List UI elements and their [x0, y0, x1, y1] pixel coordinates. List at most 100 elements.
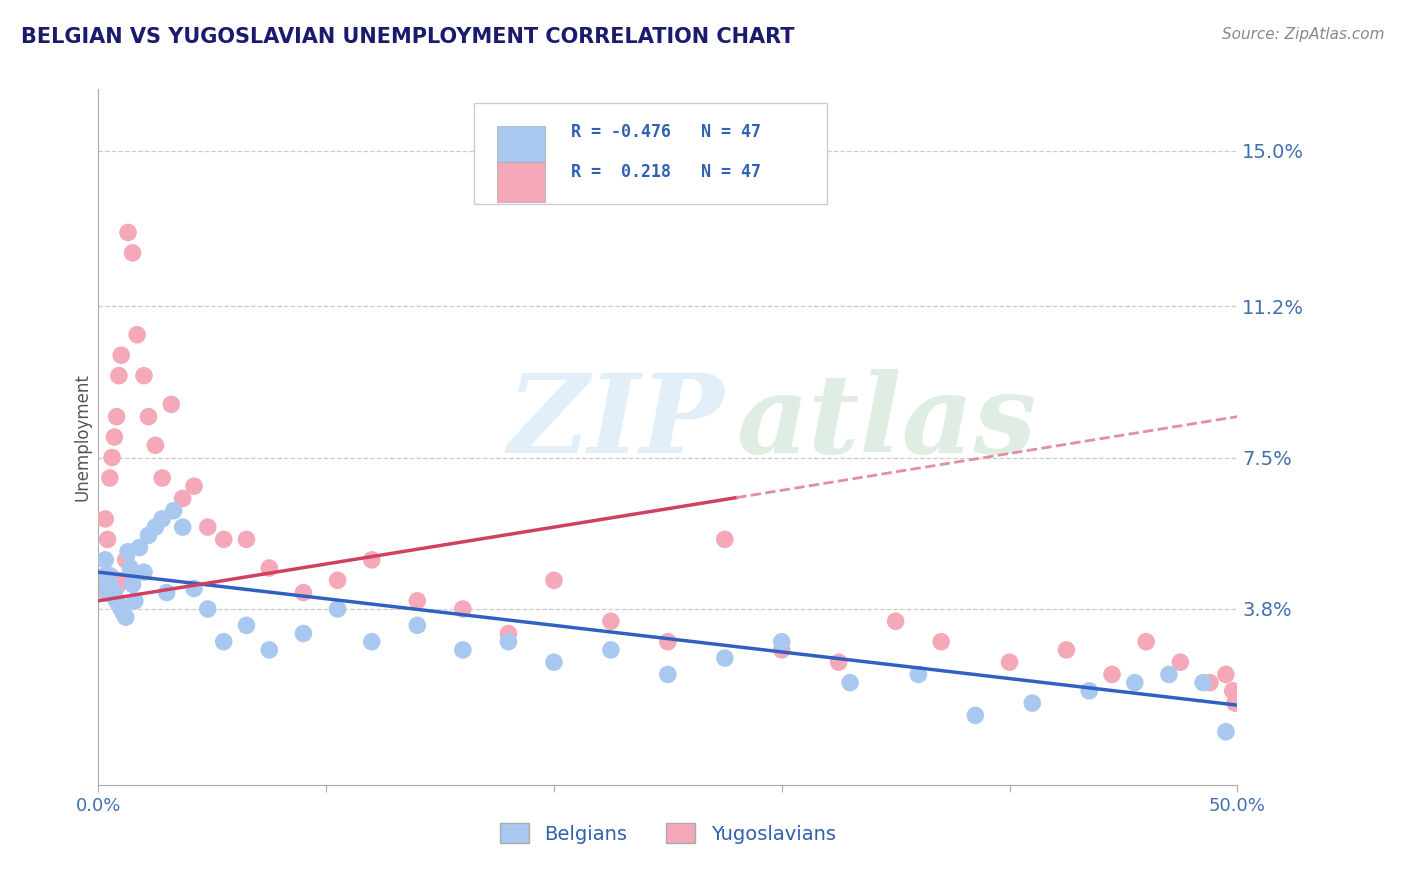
Point	[259, 643, 281, 657]
Point	[138, 409, 160, 424]
Point	[101, 450, 124, 465]
Point	[326, 574, 349, 588]
Point	[156, 585, 179, 599]
Point	[259, 561, 281, 575]
Point	[828, 655, 851, 669]
Point	[96, 533, 118, 547]
Point	[98, 582, 121, 596]
Point	[657, 667, 679, 681]
Point	[120, 561, 142, 575]
Point	[112, 606, 135, 620]
Point	[360, 634, 382, 648]
Point	[110, 602, 132, 616]
Text: R =  0.218   N = 47: R = 0.218 N = 47	[571, 163, 761, 181]
Point	[714, 651, 737, 665]
Point	[108, 598, 131, 612]
Point	[884, 614, 907, 628]
Point	[965, 708, 987, 723]
Point	[714, 533, 737, 547]
Point	[183, 582, 205, 596]
Point	[543, 574, 565, 588]
Point	[103, 590, 125, 604]
Point	[770, 643, 793, 657]
Point	[105, 594, 128, 608]
Point	[1215, 724, 1237, 739]
Point	[498, 626, 520, 640]
Point	[1123, 675, 1146, 690]
FancyBboxPatch shape	[498, 161, 546, 202]
Point	[128, 541, 150, 555]
Point	[451, 602, 474, 616]
Point	[1192, 675, 1215, 690]
Point	[1222, 683, 1244, 698]
Point	[145, 438, 167, 452]
Point	[98, 582, 121, 596]
Point	[117, 544, 139, 558]
Text: ZIP: ZIP	[508, 369, 725, 477]
Point	[138, 528, 160, 542]
Point	[98, 577, 121, 591]
Point	[1135, 634, 1157, 648]
Point	[498, 634, 520, 648]
Point	[1199, 675, 1222, 690]
Point	[543, 655, 565, 669]
Point	[197, 520, 219, 534]
Point	[114, 553, 136, 567]
Point	[770, 634, 793, 648]
Point	[101, 577, 124, 591]
Point	[96, 574, 118, 588]
Text: R = -0.476   N = 47: R = -0.476 N = 47	[571, 123, 761, 141]
Point	[160, 397, 183, 411]
Point	[292, 585, 315, 599]
Point	[212, 634, 235, 648]
Point	[108, 368, 131, 383]
Point	[101, 577, 124, 591]
Point	[197, 602, 219, 616]
Point	[172, 520, 194, 534]
Point	[98, 471, 121, 485]
Point	[101, 585, 124, 599]
Point	[162, 504, 184, 518]
Point	[94, 512, 117, 526]
Point	[103, 430, 125, 444]
Point	[235, 618, 257, 632]
Point	[132, 565, 155, 579]
Point	[150, 512, 173, 526]
Point	[172, 491, 194, 506]
Point	[451, 643, 474, 657]
Point	[907, 667, 929, 681]
Point	[326, 602, 349, 616]
Point	[1157, 667, 1180, 681]
Point	[1101, 667, 1123, 681]
Text: BELGIAN VS YUGOSLAVIAN UNEMPLOYMENT CORRELATION CHART: BELGIAN VS YUGOSLAVIAN UNEMPLOYMENT CORR…	[21, 27, 794, 46]
Point	[1223, 696, 1246, 710]
Point	[121, 246, 143, 260]
Point	[406, 618, 429, 632]
Point	[124, 594, 146, 608]
Point	[929, 634, 952, 648]
Point	[112, 574, 135, 588]
Point	[600, 614, 623, 628]
Point	[114, 610, 136, 624]
Point	[183, 479, 205, 493]
Point	[1078, 683, 1101, 698]
Point	[1054, 643, 1078, 657]
Point	[1021, 696, 1043, 710]
Point	[145, 520, 167, 534]
Point	[96, 569, 118, 583]
Text: Source: ZipAtlas.com: Source: ZipAtlas.com	[1222, 27, 1385, 42]
Point	[96, 574, 118, 588]
Point	[360, 553, 382, 567]
Point	[292, 626, 315, 640]
Point	[212, 533, 235, 547]
Text: atlas: atlas	[737, 369, 1036, 477]
Point	[105, 409, 128, 424]
FancyBboxPatch shape	[498, 126, 546, 166]
Point	[600, 643, 623, 657]
Point	[235, 533, 257, 547]
Point	[121, 577, 143, 591]
FancyBboxPatch shape	[474, 103, 827, 204]
Point	[110, 348, 132, 362]
Point	[1170, 655, 1192, 669]
Point	[127, 327, 149, 342]
